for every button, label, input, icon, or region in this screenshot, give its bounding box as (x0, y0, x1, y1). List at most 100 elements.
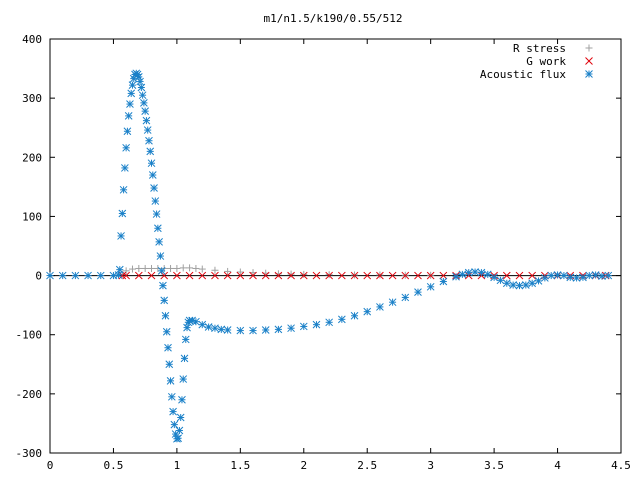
data-point (585, 271, 594, 280)
data-point (414, 271, 422, 280)
data-point (147, 271, 156, 280)
data-point (122, 267, 130, 275)
data-point (186, 264, 194, 272)
data-point (175, 426, 184, 435)
data-point (483, 270, 492, 279)
data-point (119, 185, 128, 194)
data-point (249, 271, 257, 280)
data-point (211, 271, 219, 280)
data-point (388, 298, 397, 307)
data-point (560, 271, 568, 280)
data-point (157, 266, 166, 275)
data-point (426, 271, 435, 280)
x-tick-label: 1.5 (230, 459, 250, 472)
data-point (223, 326, 232, 334)
data-point (458, 270, 467, 279)
data-point (452, 272, 460, 281)
data-point (439, 271, 448, 280)
data-point (136, 77, 144, 86)
data-point (350, 271, 359, 280)
data-point (135, 264, 143, 272)
data-point (134, 72, 143, 81)
data-point (148, 264, 156, 272)
data-point (185, 271, 194, 280)
data-point (604, 271, 613, 280)
legend-marker (585, 57, 593, 65)
data-point (350, 311, 359, 320)
data-point (141, 264, 149, 272)
data-point (173, 264, 181, 272)
data-point (401, 293, 410, 302)
data-point (114, 271, 123, 279)
data-point (274, 325, 283, 334)
x-tick-label: 0.5 (104, 459, 124, 472)
x-tick-label: 3.5 (484, 459, 504, 472)
data-point (521, 281, 530, 289)
x-tick-label: 2 (300, 459, 307, 472)
data-point (198, 265, 206, 273)
data-point (183, 323, 191, 332)
y-tick-label: 300 (22, 92, 42, 105)
axis-ticks: 0 0.5 1 1.5 2 2.5 3 3.5 4 4.5 400 300 200 100 0 -100 -20… (16, 33, 631, 472)
data-point (541, 274, 549, 282)
y-tick-label: -300 (16, 447, 43, 460)
data-point (515, 271, 524, 280)
data-point (140, 99, 148, 107)
data-point (170, 420, 179, 429)
data-point (142, 116, 151, 125)
data-point (211, 266, 219, 274)
data-point (159, 281, 167, 290)
data-point (376, 271, 384, 280)
data-point (439, 277, 448, 286)
data-point (118, 209, 127, 218)
y-tick-label: 400 (22, 33, 42, 46)
data-point (181, 335, 190, 344)
data-point (572, 274, 581, 282)
y-tick-label: -200 (16, 388, 43, 401)
data-point (167, 264, 175, 272)
data-point (204, 323, 213, 331)
data-point (236, 326, 245, 335)
data-point (471, 268, 479, 276)
data-point (137, 83, 146, 92)
data-point (299, 322, 308, 331)
data-point (566, 273, 575, 282)
series-acoustic-flux (46, 69, 613, 443)
data-point (534, 277, 543, 285)
series-layer (46, 69, 613, 443)
data-point (176, 413, 185, 422)
data-point (261, 271, 270, 280)
data-point (376, 303, 384, 311)
data-point (115, 265, 124, 274)
data-point (122, 271, 130, 280)
data-point (178, 395, 186, 404)
data-point (325, 271, 333, 279)
data-point (174, 434, 183, 443)
data-point (502, 279, 511, 288)
data-point (274, 271, 283, 280)
data-point (363, 307, 372, 316)
data-point (126, 100, 134, 108)
data-point (211, 324, 219, 333)
data-point (312, 271, 321, 280)
data-point (122, 143, 130, 152)
data-point (173, 271, 181, 280)
x-tick-label: 1 (174, 459, 181, 472)
legend-marker (585, 44, 593, 52)
data-point (152, 210, 161, 218)
data-point (121, 164, 129, 172)
data-point (179, 375, 188, 383)
data-point (169, 407, 177, 416)
data-point (477, 268, 486, 277)
data-point (128, 265, 136, 273)
data-point (156, 252, 165, 260)
plot-frame (49, 38, 622, 454)
legend-label: R stress (513, 42, 566, 55)
legend-marker (585, 70, 593, 78)
data-point (166, 376, 175, 385)
data-point (192, 317, 200, 326)
data-point (217, 325, 226, 334)
data-point (161, 311, 170, 320)
data-point (401, 271, 410, 280)
